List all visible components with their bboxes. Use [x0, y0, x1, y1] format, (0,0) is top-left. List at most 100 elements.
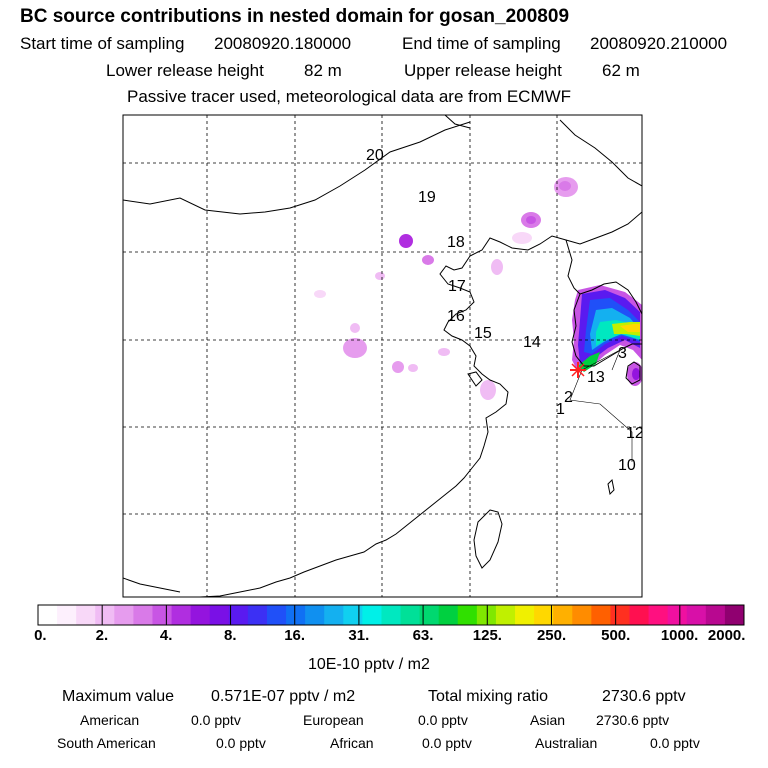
graticule: [123, 115, 642, 597]
trajectory-label: 3: [618, 345, 627, 362]
max-value: 0.571E-07 pptv / m2: [211, 688, 356, 705]
australian-value: 0.0 pptv: [650, 735, 700, 751]
colorbar-unit: 10E-10 pptv / m2: [308, 656, 430, 673]
colorbar-swatch: [305, 605, 325, 625]
colorbar-tick-label: 63.: [412, 627, 434, 644]
colorbar-swatch: [667, 605, 688, 625]
european-value: 0.0 pptv: [418, 712, 468, 728]
total-mixing-value: 2730.6 pptv: [602, 688, 686, 705]
end-time-label: End time of sampling: [402, 34, 561, 53]
colorbar-swatch: [400, 605, 421, 625]
south-american-label: South American: [57, 735, 156, 751]
colorbar-swatch: [152, 605, 173, 625]
colorbar-tick-label: 2000.: [707, 627, 746, 644]
colorbar-swatch: [266, 605, 287, 625]
colorbar-swatch: [572, 605, 592, 625]
colorbar-tick-label: 250.: [536, 627, 567, 644]
colorbar-tick-labels: 0. 2. 4. 8. 16. 31. 63. 125. 250. 500. 1000. 2000.: [0, 627, 768, 647]
trajectory-path: [569, 349, 633, 462]
lower-release-value: 82 m: [304, 61, 342, 80]
colorbar-swatch: [57, 605, 77, 625]
colorbar-swatch: [591, 605, 611, 625]
trajectory-label: 10: [618, 457, 636, 474]
colorbar-tick-label: 500.: [601, 627, 631, 644]
start-time-label: Start time of sampling: [20, 34, 185, 53]
colorbar-swatch: [209, 605, 230, 625]
trajectory-label: 2: [564, 389, 573, 406]
colorbar-swatch: [95, 605, 115, 625]
colorbar-ticks: [37, 605, 745, 625]
end-time-value: 20080920.210000: [590, 34, 728, 53]
colorbar-tick-label: 1000.: [660, 627, 699, 644]
colorbar-tick-label: 0.: [34, 627, 47, 644]
australian-label: Australian: [535, 735, 598, 751]
colorbar-tick-label: 31.: [348, 627, 370, 644]
south-american-value: 0.0 pptv: [216, 735, 266, 751]
colorbar-swatch: [133, 605, 153, 625]
colorbar-swatch: [515, 605, 535, 625]
colorbar: [38, 605, 745, 625]
colorbar-swatch: [286, 605, 306, 625]
trajectory-label: 12: [626, 425, 644, 442]
asian-value: 2730.6 pptv: [596, 712, 670, 728]
colorbar-swatch: [476, 605, 497, 625]
colorbar-swatch: [362, 605, 382, 625]
colorbar-swatch: [114, 605, 134, 625]
colorbar-swatch: [190, 605, 211, 625]
trajectory-label: 16: [447, 308, 465, 325]
european-label: European: [303, 712, 364, 728]
colorbar-tick-label: 125.: [472, 627, 502, 644]
contribution-field: [314, 177, 642, 400]
colorbar-swatch: [324, 605, 344, 625]
colorbar-tick-label: 4.: [159, 627, 173, 644]
trajectory-label: 19: [418, 189, 436, 206]
colorbar-tick-label: 8.: [224, 627, 237, 644]
trajectory-label: 18: [447, 234, 465, 251]
total-mixing-label: Total mixing ratio: [428, 688, 549, 705]
colorbar-swatch: [629, 605, 650, 625]
header-note: Passive tracer used, meteorological data…: [127, 87, 572, 106]
coastlines: [123, 115, 642, 597]
african-label: African: [330, 735, 374, 751]
american-label: American: [80, 712, 140, 728]
upper-release-label: Upper release height: [404, 61, 562, 80]
colorbar-swatch: [419, 605, 440, 625]
colorbar-swatch: [495, 605, 516, 625]
trajectory-label: 14: [523, 334, 541, 351]
african-value: 0.0 pptv: [422, 735, 472, 751]
trajectory-label: 1: [556, 401, 565, 418]
colorbar-swatch: [171, 605, 192, 625]
colorbar-swatch: [724, 605, 745, 625]
map-content: 20 19 18 17 16 15 14 13 12 10 3 2 1: [123, 115, 644, 597]
receptor-marker: [570, 362, 586, 378]
trajectory-label: 20: [366, 147, 384, 164]
start-time-value: 20080920.180000: [214, 34, 352, 53]
colorbar-swatch: [76, 605, 96, 625]
page-title: BC source contributions in nested domain…: [20, 6, 570, 27]
map-frame: [122, 114, 643, 598]
colorbar-swatch: [610, 605, 631, 625]
max-value-label: Maximum value: [62, 688, 175, 705]
trajectory-labels: 20 19 18 17 16 15 14 13 12 10 3 2 1: [366, 147, 644, 474]
colorbar-tick-label: 16.: [284, 627, 306, 644]
trajectory-label: 13: [587, 369, 605, 386]
colorbar-swatch: [553, 605, 573, 625]
colorbar-swatch: [457, 605, 478, 625]
colorbar-swatch: [228, 605, 249, 625]
colorbar-swatch: [534, 605, 554, 625]
colorbar-tick-label: 2.: [95, 627, 109, 644]
upper-release-value: 62 m: [602, 61, 640, 80]
trajectory-label: 15: [474, 325, 492, 342]
american-value: 0.0 pptv: [191, 712, 241, 728]
colorbar-swatch: [705, 605, 726, 625]
colorbar-swatch: [381, 605, 402, 625]
lower-release-label: Lower release height: [106, 61, 264, 80]
colorbar-swatch: [343, 605, 363, 625]
asian-label: Asian: [530, 712, 566, 728]
trajectory-label: 17: [448, 278, 466, 295]
colorbar-swatch: [438, 605, 459, 625]
colorbar-swatch: [648, 605, 669, 625]
colorbar-swatch: [38, 605, 58, 625]
colorbar-swatch: [247, 605, 268, 625]
